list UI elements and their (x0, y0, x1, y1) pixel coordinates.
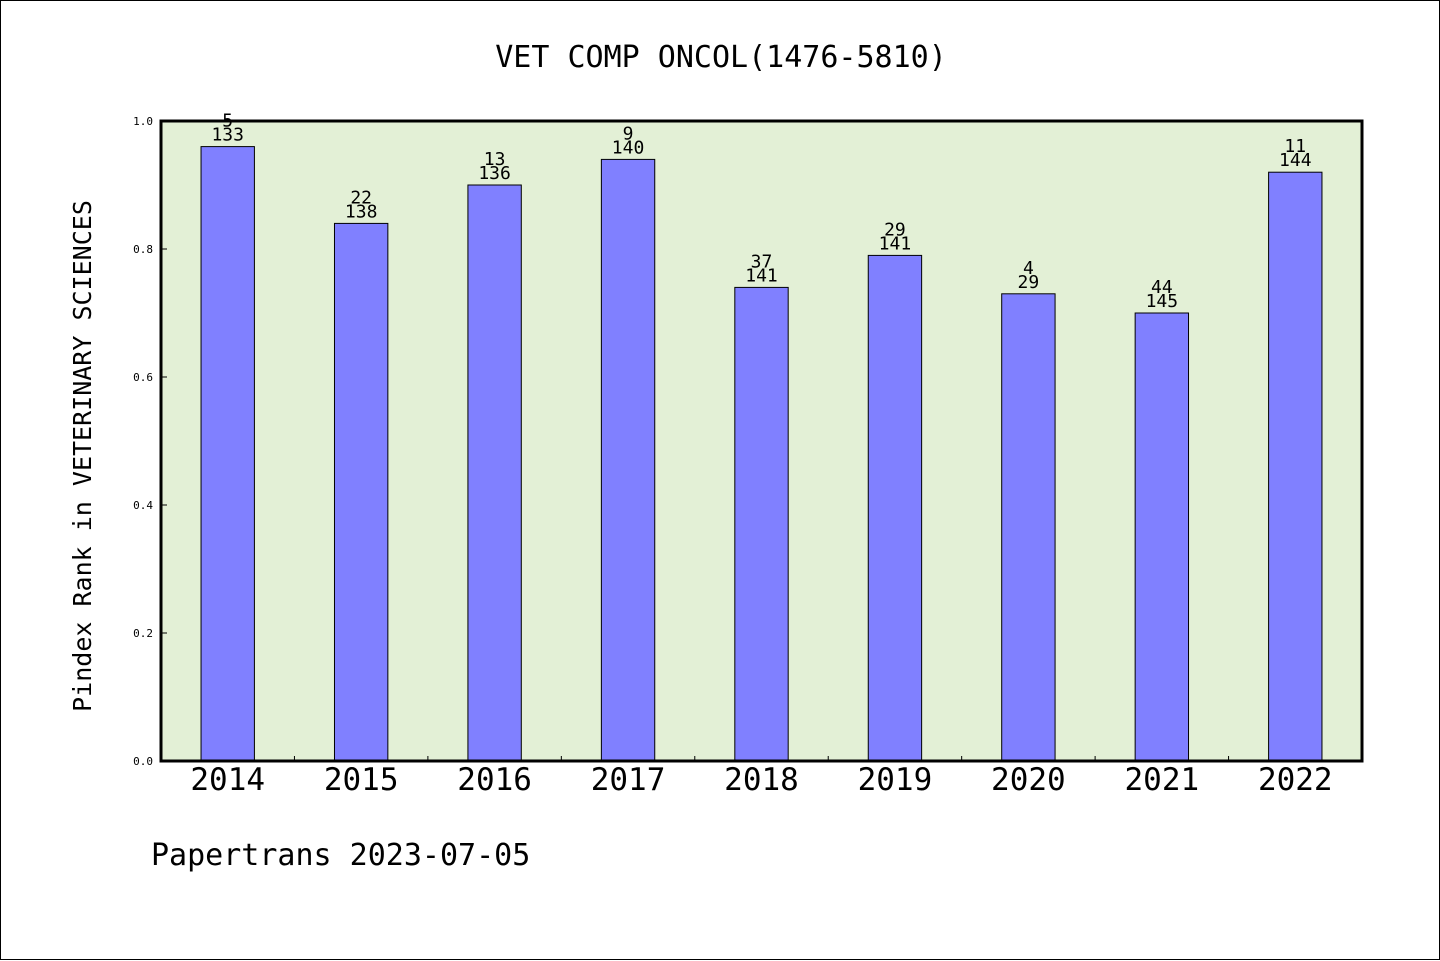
total-label-2018: 141 (745, 265, 778, 286)
total-label-2021: 145 (1146, 291, 1179, 312)
rank-label-2017: 9 (623, 123, 634, 144)
y-tick-label-0.2: 0.2 (133, 627, 153, 640)
bar-2020 (1001, 293, 1056, 762)
y-tick-label-1.0: 1.0 (133, 115, 153, 128)
bar-2022 (1268, 171, 1323, 762)
rank-label-2022: 11 (1284, 136, 1306, 157)
bar-2014 (200, 146, 255, 762)
footer-text: Papertrans 2023-07-05 (151, 838, 530, 873)
rank-label-2018: 37 (751, 251, 773, 272)
rank-label-2016: 13 (484, 149, 506, 170)
total-label-2015: 138 (345, 201, 378, 222)
bar-2017 (600, 158, 656, 762)
y-tick-label-0.8: 0.8 (133, 243, 153, 256)
y-tick-label-0.0: 0.0 (133, 755, 153, 768)
bar-2018 (734, 286, 789, 762)
total-label-2020: 29 (1018, 272, 1040, 293)
bar-2015 (333, 222, 389, 762)
bar-2016 (467, 184, 522, 762)
x-axis: 2014 2015 2016 2017 2018 2019 2020 2021 2022 (190, 756, 1333, 798)
total-label-2019: 141 (879, 233, 912, 254)
rank-label-2020: 4 (1023, 258, 1034, 279)
x-tick-label-2018: 2018 (724, 762, 799, 798)
rank-label-2021: 44 (1151, 277, 1173, 298)
bars-layer (200, 146, 1323, 762)
y-axis-label: Pindex Rank in VETERINARY SCIENCES (68, 200, 97, 712)
x-tick-label-2019: 2019 (858, 762, 933, 798)
plot-border (159, 119, 1364, 763)
chart-title: VET COMP ONCOL(1476-5810) (495, 40, 947, 75)
y-tick-label-0.4: 0.4 (133, 499, 153, 512)
x-tick-label-2014: 2014 (190, 762, 265, 798)
x-tick-label-2016: 2016 (457, 762, 532, 798)
rank-label-2019: 29 (884, 219, 906, 240)
x-tick-label-2021: 2021 (1125, 762, 1200, 798)
total-label-2014: 133 (211, 125, 244, 146)
y-tick-label-0.6: 0.6 (133, 371, 153, 384)
bar-2019 (867, 254, 923, 762)
total-label-2017: 140 (612, 137, 645, 158)
rank-label-2015: 22 (350, 187, 372, 208)
x-tick-label-2020: 2020 (991, 762, 1066, 798)
total-label-2022: 144 (1279, 150, 1312, 171)
x-tick-label-2015: 2015 (324, 762, 399, 798)
x-tick-label-2017: 2017 (591, 762, 666, 798)
bar-2021 (1134, 312, 1190, 762)
y-axis: 0.0 0.2 0.4 0.6 0.8 1.0 (133, 115, 167, 768)
total-label-2016: 136 (478, 163, 511, 184)
x-tick-label-2022: 2022 (1258, 762, 1333, 798)
